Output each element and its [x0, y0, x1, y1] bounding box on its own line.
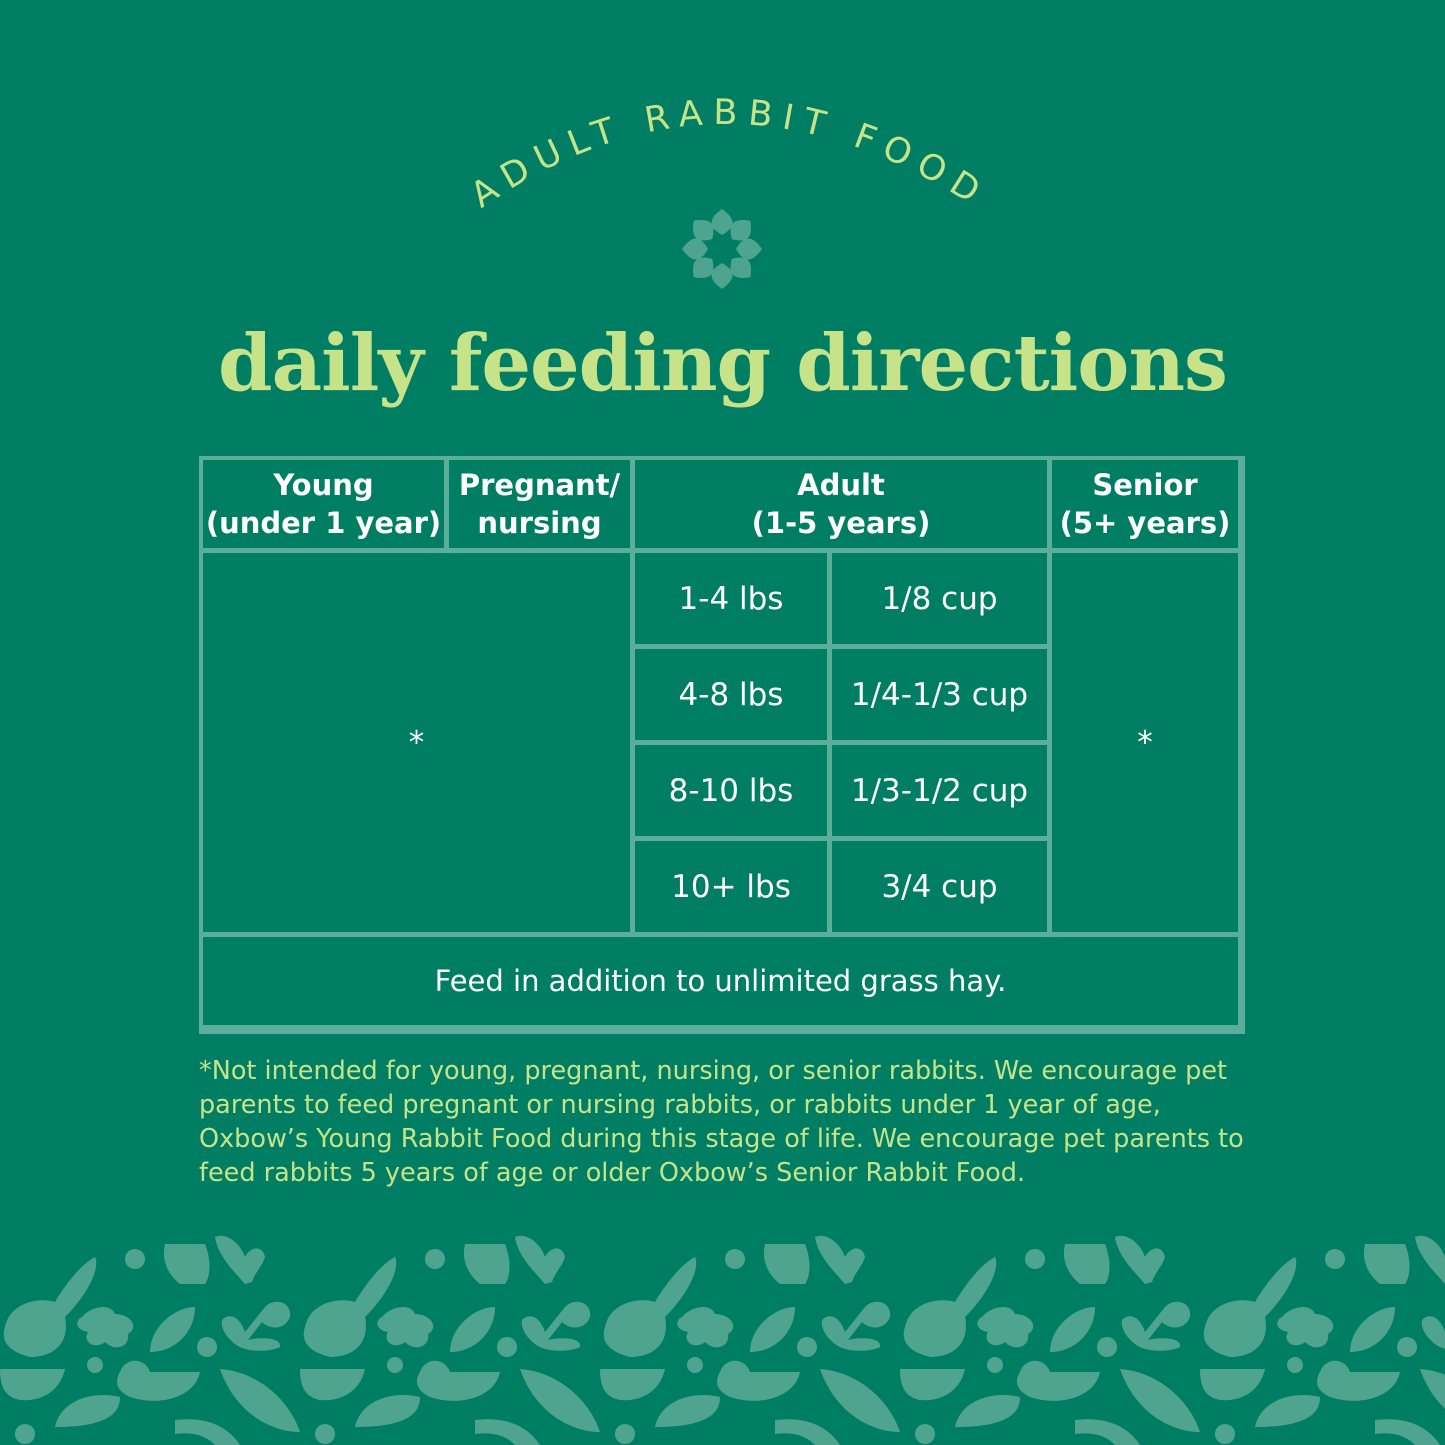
header-young: Young (under 1 year) [203, 460, 444, 548]
young-pregnant-cell: * [203, 553, 630, 932]
amount-cell: 1/4-1/3 cup [832, 649, 1047, 740]
feeding-table: Young (under 1 year) Pregnant/nursing Adu… [199, 456, 1245, 1034]
header-line: Young [273, 468, 374, 502]
header-senior: Senior (5+ years) [1052, 460, 1238, 548]
header-adult: Adult (1-5 years) [635, 460, 1047, 548]
header-line: nursing [477, 506, 602, 540]
arc-heading: ADULT RABBIT FOOD [464, 93, 995, 289]
header-line: Senior [1092, 468, 1198, 502]
header-line: (under 1 year) [205, 506, 442, 540]
header-line: (1-5 years) [751, 506, 931, 540]
header-pregnant: Pregnant/nursing [449, 460, 630, 548]
amount-cell: 1/3-1/2 cup [832, 745, 1047, 836]
arc-label: ADULT RABBIT FOOD [464, 93, 985, 217]
flower-icon [682, 209, 762, 289]
amount-cell: 3/4 cup [832, 841, 1047, 932]
weight-cell: 8-10 lbs [635, 745, 827, 836]
weight-cell: 10+ lbs [635, 841, 827, 932]
weight-cell: 4-8 lbs [635, 649, 827, 740]
footnote: *Not intended for young, pregnant, nursi… [199, 1056, 1244, 1188]
rabbit-pattern [0, 1222, 1445, 1445]
header-line: Adult [797, 468, 885, 502]
weight-cell: 1-4 lbs [635, 553, 827, 644]
header-line: (5+ years) [1059, 506, 1231, 540]
amount-cell: 1/8 cup [832, 553, 1047, 644]
senior-cell: * [1052, 553, 1238, 932]
svg-text:ADULT RABBIT FOOD: ADULT RABBIT FOOD [464, 93, 995, 217]
table-footer: Feed in addition to unlimited grass hay. [203, 937, 1238, 1025]
header-line: Pregnant/ [458, 468, 621, 502]
page-title: daily feeding directions [218, 318, 1228, 409]
